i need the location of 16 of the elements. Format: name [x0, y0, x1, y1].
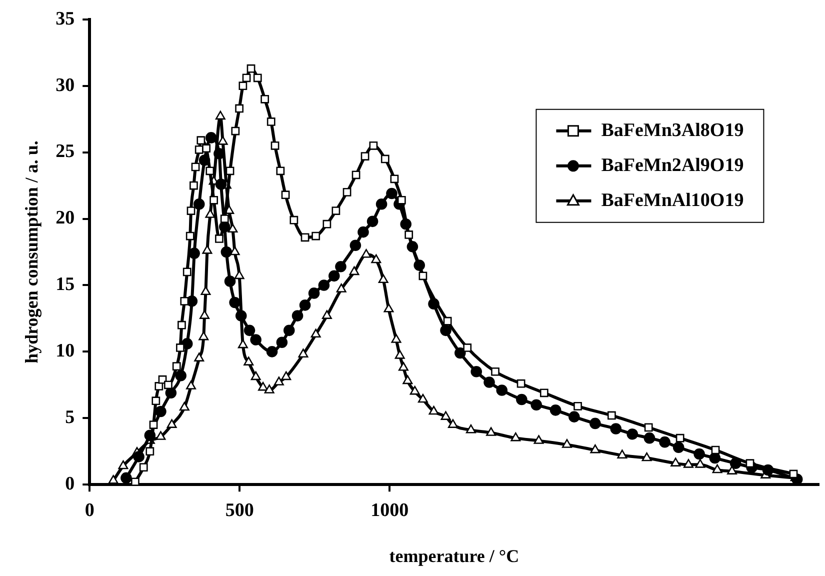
y-tick-label: 5	[65, 407, 75, 428]
x-tick-label: 1000	[370, 500, 409, 521]
y-tick-label: 25	[56, 141, 75, 162]
y-tick-label: 15	[56, 274, 75, 296]
y-tick-label: 0	[65, 474, 75, 495]
y-axis-title: hydrogen consumption / a. u.	[21, 140, 42, 364]
legend-label: BaFeMn3Al8O19	[601, 120, 744, 141]
x-tick-label: 0	[84, 500, 94, 521]
y-tick-label: 20	[56, 208, 75, 229]
y-tick-label: 10	[56, 340, 75, 362]
y-tick-label: 35	[56, 8, 75, 30]
x-axis-title: temperature / °C	[389, 546, 520, 566]
y-tick-label: 30	[56, 74, 75, 96]
legend-label: BaFeMnAl10O19	[601, 190, 744, 211]
x-tick-label: 500	[225, 500, 254, 521]
legend-label: BaFeMn2Al9O19	[601, 154, 744, 176]
